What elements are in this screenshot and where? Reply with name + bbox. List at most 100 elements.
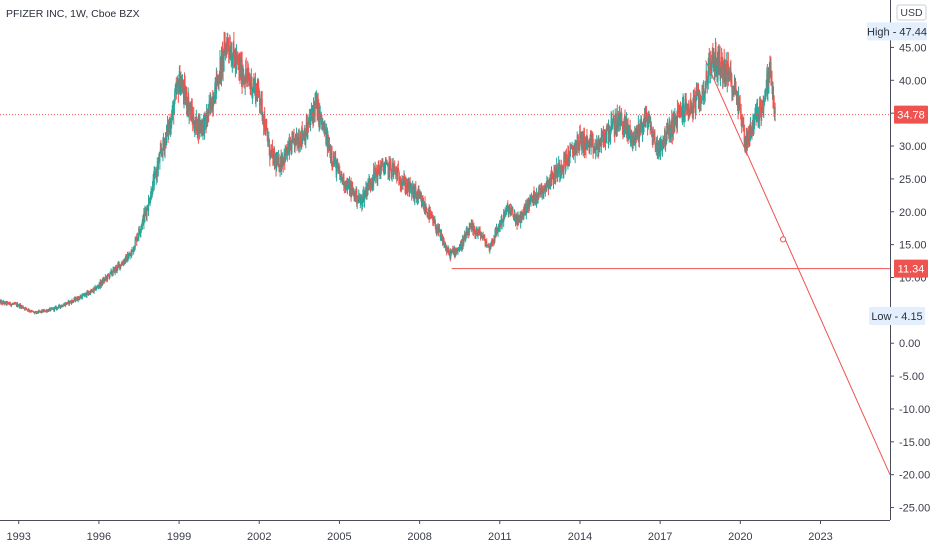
candle-body: [62, 306, 64, 308]
candle-body: [44, 310, 46, 312]
candle-body: [233, 43, 235, 53]
candle-body: [236, 55, 238, 59]
x-tick-label: 2002: [247, 531, 271, 543]
candle-body: [672, 114, 674, 134]
candle-body: [479, 229, 481, 233]
candle-body: [643, 118, 645, 125]
candle-body: [415, 187, 417, 198]
candle-body: [265, 122, 267, 134]
candle-body: [669, 121, 671, 125]
candle-body: [695, 100, 697, 114]
candle-body: [589, 141, 591, 152]
candle-body: [553, 178, 555, 183]
candle-body: [300, 137, 302, 143]
candle-body: [390, 161, 392, 170]
candle-body: [116, 266, 118, 270]
candle-body: [181, 86, 183, 92]
candle-body: [50, 308, 52, 311]
candlestick-series: [0, 31, 776, 315]
candle-body: [654, 131, 656, 144]
candle-body: [713, 55, 715, 68]
y-tick-label: 0.00: [899, 338, 920, 350]
candle-body: [157, 162, 159, 169]
candle-body: [586, 138, 589, 144]
candle-body: [512, 209, 514, 216]
price-axis[interactable]: -25.00-20.00-15.00-10.00-5.000.005.0010.…: [867, 0, 930, 520]
candle-body: [715, 49, 717, 72]
candle-body: [45, 310, 47, 312]
candle-body: [761, 110, 763, 117]
support-price-label[interactable]: 11.34: [894, 259, 928, 278]
candle-body: [515, 217, 517, 223]
candle-body: [655, 140, 657, 152]
candle-body: [368, 180, 370, 190]
candle-body: [83, 295, 85, 297]
current-price-label[interactable]: 34.78: [894, 105, 928, 124]
support-price-label-text: 11.34: [898, 264, 925, 276]
currency-badge[interactable]: USD: [896, 4, 927, 21]
candle-body: [386, 160, 388, 164]
candle-body: [356, 189, 358, 203]
candle-body: [3, 301, 5, 304]
time-axis[interactable]: 1993 1996 1999 2002 2005 2008 2011 2014 2017 2020…: [0, 520, 890, 543]
candle-body: [20, 304, 22, 306]
candle-body: [468, 227, 470, 236]
candle-body: [221, 53, 223, 76]
candle-body: [612, 123, 614, 127]
x-tick-label: 2014: [568, 531, 592, 543]
candle-body: [150, 196, 152, 202]
candle-body: [67, 301, 69, 304]
trend-line-handle: [779, 236, 787, 243]
candle-body: [127, 258, 129, 262]
candle-body: [218, 81, 220, 84]
candle-body: [214, 86, 216, 103]
x-tick-label: 1996: [87, 531, 111, 543]
candle-body: [59, 305, 61, 307]
candle-body: [152, 181, 154, 195]
x-tick-label: 2005: [327, 531, 351, 543]
candle-body: [166, 128, 168, 146]
candle-body: [148, 199, 150, 211]
x-tick-label: 1993: [6, 531, 30, 543]
candle-body: [204, 115, 206, 134]
candle-body: [194, 128, 196, 132]
candle-body: [24, 307, 26, 310]
high-label[interactable]: High - 47.44: [867, 22, 927, 41]
candle-body: [443, 240, 445, 248]
candle-body: [363, 193, 366, 202]
y-tick-label: 20.00: [899, 207, 927, 219]
candle-body: [9, 302, 11, 305]
candle-body: [763, 104, 765, 110]
candle-body: [173, 103, 175, 115]
candle-body: [770, 62, 772, 74]
candle-body: [708, 57, 710, 65]
candle-body: [613, 120, 615, 130]
candle-body: [682, 103, 684, 116]
candle-body: [219, 62, 221, 82]
candle-body: [494, 231, 496, 241]
candle-body: [469, 224, 471, 228]
low-label[interactable]: Low - 4.15: [869, 306, 925, 325]
candle-body: [268, 139, 270, 155]
candle-body: [538, 186, 540, 198]
candle-body: [481, 235, 483, 238]
candle-body: [441, 233, 443, 237]
candle-body: [438, 228, 441, 230]
candle-body: [96, 286, 98, 289]
candle-body: [75, 300, 77, 301]
candle-body: [706, 71, 708, 79]
candle-body: [28, 309, 30, 311]
candle-body: [258, 81, 260, 89]
candle-body: [82, 294, 84, 296]
low-label-text: Low - 4.15: [871, 311, 922, 323]
candle-body: [245, 69, 247, 78]
candle-body: [159, 153, 161, 162]
candle-body: [172, 105, 174, 114]
candle-body: [439, 233, 442, 237]
y-tick-label: -10.00: [899, 404, 930, 416]
candle-body: [517, 217, 519, 226]
candle-body: [457, 250, 459, 253]
candle-body: [347, 181, 349, 188]
candle-body: [674, 117, 676, 124]
